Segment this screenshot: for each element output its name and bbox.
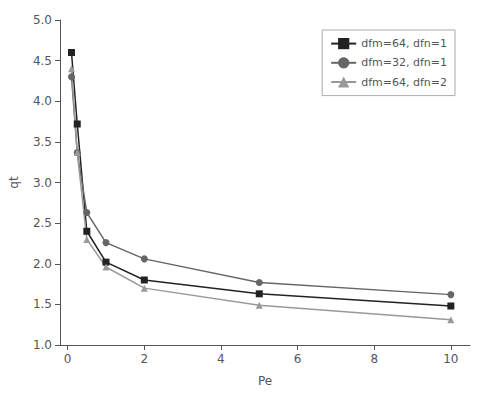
svg-text:dfm=64, dfn=2: dfm=64, dfn=2 <box>361 76 447 89</box>
svg-text:1.0: 1.0 <box>33 338 52 352</box>
svg-text:3.5: 3.5 <box>33 135 52 149</box>
svg-text:2.0: 2.0 <box>33 257 52 271</box>
svg-text:4: 4 <box>217 352 225 366</box>
svg-text:5.0: 5.0 <box>33 13 52 27</box>
svg-text:6: 6 <box>294 352 302 366</box>
svg-text:4.5: 4.5 <box>33 54 52 68</box>
svg-text:1.5: 1.5 <box>33 297 52 311</box>
svg-text:8: 8 <box>370 352 378 366</box>
svg-text:2.5: 2.5 <box>33 216 52 230</box>
svg-text:qt: qt <box>7 176 21 189</box>
svg-text:4.0: 4.0 <box>33 94 52 108</box>
svg-text:3.0: 3.0 <box>33 176 52 190</box>
svg-text:Pe: Pe <box>258 374 272 388</box>
svg-text:10: 10 <box>443 352 458 366</box>
svg-text:2: 2 <box>140 352 148 366</box>
svg-text:dfm=32, dfn=1: dfm=32, dfn=1 <box>361 56 447 69</box>
svg-text:0: 0 <box>64 352 72 366</box>
svg-text:dfm=64, dfn=1: dfm=64, dfn=1 <box>361 37 447 50</box>
